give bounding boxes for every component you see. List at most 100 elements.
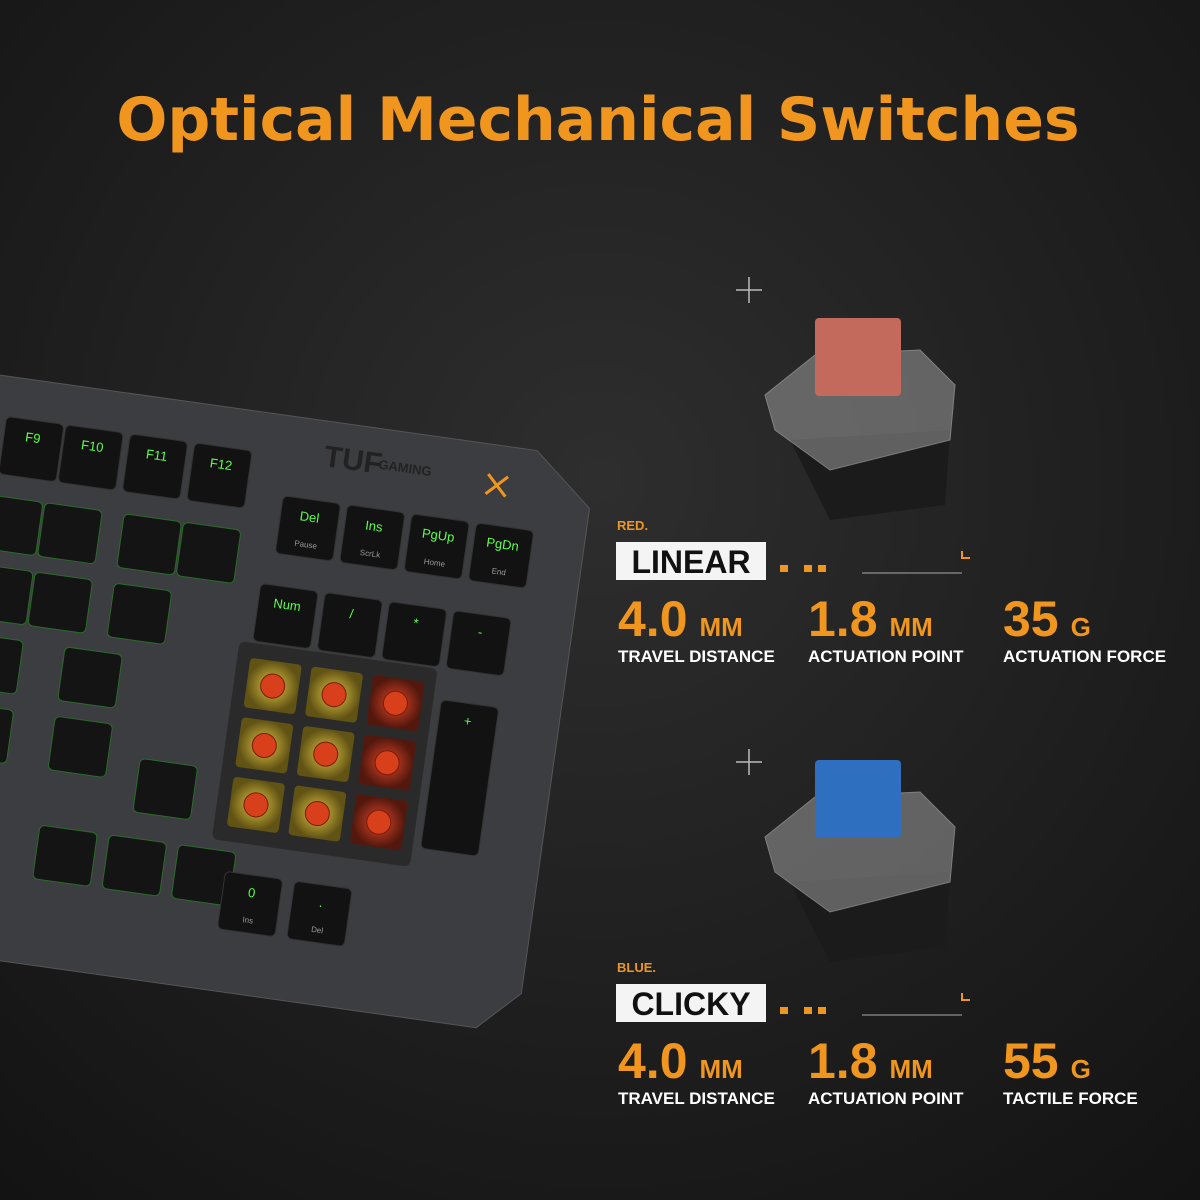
switch-stem (321, 682, 347, 708)
spec-value: 1.8 (808, 591, 878, 647)
key-sublabel: ScrLk (359, 548, 381, 560)
level-dot (804, 565, 812, 572)
switch-stem (251, 732, 277, 758)
switch-stem (815, 760, 901, 838)
key-cap (286, 881, 353, 947)
key-sublabel: Home (423, 557, 446, 569)
key-label: + (463, 713, 473, 729)
key-cap (122, 433, 188, 500)
key-label: - (477, 624, 483, 639)
key-cap (132, 758, 198, 820)
switch-stem (243, 792, 269, 818)
key-cap (58, 424, 124, 491)
key-cap (0, 702, 14, 764)
logo (484, 473, 509, 498)
switch-stem (260, 673, 286, 699)
spec-value: 1.8 (808, 1033, 878, 1089)
key-cap (186, 442, 253, 509)
key-label: . (318, 895, 324, 910)
key-cap (0, 494, 43, 556)
level-dot (780, 1007, 788, 1014)
switch-stem (374, 750, 400, 776)
spec-unit: MM (890, 1054, 933, 1084)
key-cap (381, 601, 447, 667)
key-cap (102, 834, 167, 897)
key-label: Del (299, 508, 321, 526)
spec-value: 35 (1003, 591, 1059, 647)
spec-label: TRAVEL DISTANCE (618, 1089, 775, 1108)
key-sublabel: End (491, 566, 506, 577)
key-cap (37, 502, 103, 564)
key-label: 0 (247, 885, 256, 901)
switch-stem (382, 690, 408, 716)
key-sublabel: Ins (242, 915, 254, 925)
spec-unit: MM (890, 612, 933, 642)
key-cap (404, 513, 470, 580)
key-cap (32, 825, 98, 887)
key-cap (176, 522, 241, 584)
switch-stem (304, 801, 330, 827)
key-cap (107, 583, 172, 645)
key-label: / (349, 606, 355, 621)
key-cap (252, 583, 319, 649)
key-label: F12 (209, 455, 233, 473)
key-label: F9 (24, 429, 41, 446)
key-cap (339, 504, 405, 571)
spec-value: 4.0 (618, 591, 688, 647)
spec-label: TRAVEL DISTANCE (618, 647, 775, 666)
spec-label: ACTUATION FORCE (1003, 647, 1166, 666)
brand-sub: GAMING (378, 457, 433, 479)
level-dot (804, 1007, 812, 1014)
spec-unit: G (1071, 1054, 1091, 1084)
switch-stem (366, 809, 392, 835)
cross-mark (736, 277, 762, 303)
key-cap (317, 592, 383, 658)
key-label: * (412, 615, 419, 631)
key-cap (468, 522, 534, 589)
spec-label: TACTILE FORCE (1003, 1089, 1138, 1108)
key-cap (446, 610, 512, 676)
corner-mark (961, 993, 970, 1001)
level-dot (818, 1007, 826, 1014)
spec-value: 4.0 (618, 1033, 688, 1089)
spec-label: ACTUATION POINT (808, 1089, 964, 1108)
key-cap (275, 495, 341, 562)
key-cap (27, 572, 93, 634)
key-cap (0, 633, 24, 695)
key-cap (217, 871, 283, 937)
level-dot (818, 565, 826, 572)
spec-value: 55 (1003, 1033, 1059, 1089)
key-cap (48, 716, 113, 778)
type-badge (616, 542, 766, 580)
title: Optical Mechanical Switches (116, 85, 1079, 155)
switch-stem (815, 318, 901, 396)
level-dot (780, 565, 788, 572)
spec-unit: MM (700, 612, 743, 642)
key-label: F10 (80, 437, 104, 455)
spec-unit: MM (700, 1054, 743, 1084)
spec-label: ACTUATION POINT (808, 647, 964, 666)
switch-illustration (764, 318, 956, 520)
color-label: BLUE. (617, 960, 656, 975)
switch-stem (313, 741, 339, 767)
corner-mark (961, 551, 970, 559)
key-label: Num (272, 595, 301, 614)
cross-mark (736, 749, 762, 775)
key-cap (420, 699, 499, 857)
key-cap (116, 513, 182, 576)
type-badge (616, 984, 766, 1022)
switch-illustration (764, 760, 956, 962)
color-label: RED. (617, 518, 648, 533)
type-label: LINEAR (631, 544, 750, 580)
brand: TUF (322, 440, 384, 481)
key-sublabel: Del (311, 925, 324, 936)
key-cap (0, 563, 34, 625)
key-label: F11 (145, 446, 168, 464)
type-label: CLICKY (631, 986, 750, 1022)
key-cap (0, 416, 64, 482)
key-label: Ins (364, 517, 384, 534)
key-cap (57, 646, 123, 709)
spec-unit: G (1071, 612, 1091, 642)
